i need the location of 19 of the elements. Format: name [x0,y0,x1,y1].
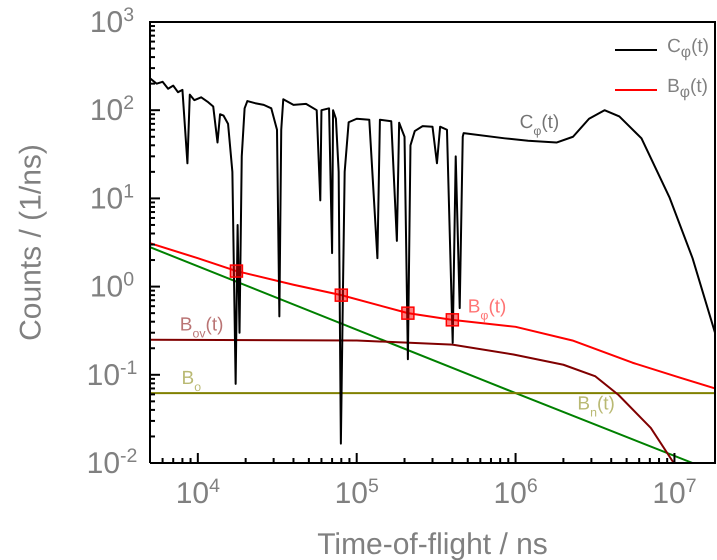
y-tick-label: 10$^{0}$ [90,268,134,304]
annotation: B$_{o}$ [182,368,202,394]
y-axis-title: Counts / (1/ns) [14,144,48,341]
annotation: B$_{φ}$(t) [468,296,506,323]
annotation: B$_{ov}$(t) [180,314,224,341]
y-tick-label: 10$^{1}$ [90,180,134,216]
x-tick-label: 10$^{7}$ [652,475,697,510]
y-tick-label: 10$^{-2}$ [86,445,138,480]
legend-label: C$_{φ}$(t) [667,35,709,63]
x-tick-label: 10$^{6}$ [493,475,538,510]
annotation: B$_{n}$(t) [577,393,615,420]
x-axis-title: Time-of-flight / ns [317,528,548,560]
legend-label: B$_{φ}$(t) [667,74,708,103]
y-tick-label: 10$^{-1}$ [86,356,138,392]
annotation: C$_{φ}$(t) [520,112,560,138]
x-tick-label: 10$^{5}$ [334,475,379,510]
x-tick-label: 10$^{4}$ [176,475,220,510]
y-tick-label: 10$^{2}$ [90,92,134,128]
y-tick-label: 10$^{3}$ [90,4,134,39]
